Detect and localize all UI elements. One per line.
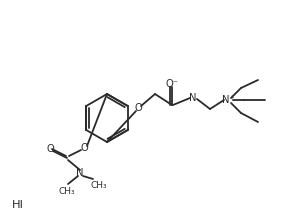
Text: CH₃: CH₃ <box>59 187 75 196</box>
Text: O: O <box>134 103 142 113</box>
Text: N: N <box>189 93 197 103</box>
Text: O⁻: O⁻ <box>166 79 178 89</box>
Text: HI: HI <box>12 200 24 210</box>
Text: CH₃: CH₃ <box>91 181 107 191</box>
Text: O: O <box>80 143 88 153</box>
Text: N: N <box>76 168 84 178</box>
Text: N⁺: N⁺ <box>222 95 234 105</box>
Text: O: O <box>46 144 54 154</box>
